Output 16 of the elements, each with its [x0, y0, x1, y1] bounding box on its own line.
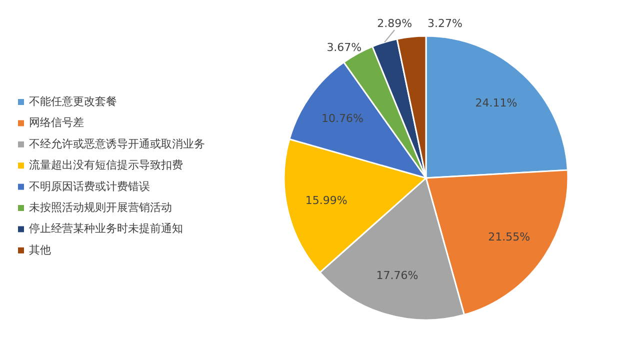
data-label: 3.67% [326, 41, 362, 54]
legend-label: 流量超出没有短信提示导致扣费 [29, 158, 183, 172]
legend-label: 停止经营某种业务时未提前通知 [29, 222, 183, 236]
legend-label: 不明原因话费或计费错误 [29, 180, 150, 193]
data-label: 10.76% [322, 112, 364, 126]
data-label: 24.11% [475, 96, 518, 110]
legend-label: 不经允许或恶意诱导开通或取消业务 [29, 137, 205, 150]
legend-label: 其他 [29, 243, 51, 256]
data-label: 15.99% [305, 194, 348, 207]
legend-label: 不能任意更改套餐 [29, 95, 117, 108]
data-label: 2.89% [377, 17, 412, 30]
legend-label: 未按照活动规则开展营销活动 [29, 201, 172, 214]
data-label: 3.27% [428, 17, 462, 30]
data-label: 21.55% [488, 230, 530, 244]
legend-label: 网络信号差 [29, 116, 84, 130]
data-label: 17.76% [376, 269, 418, 282]
